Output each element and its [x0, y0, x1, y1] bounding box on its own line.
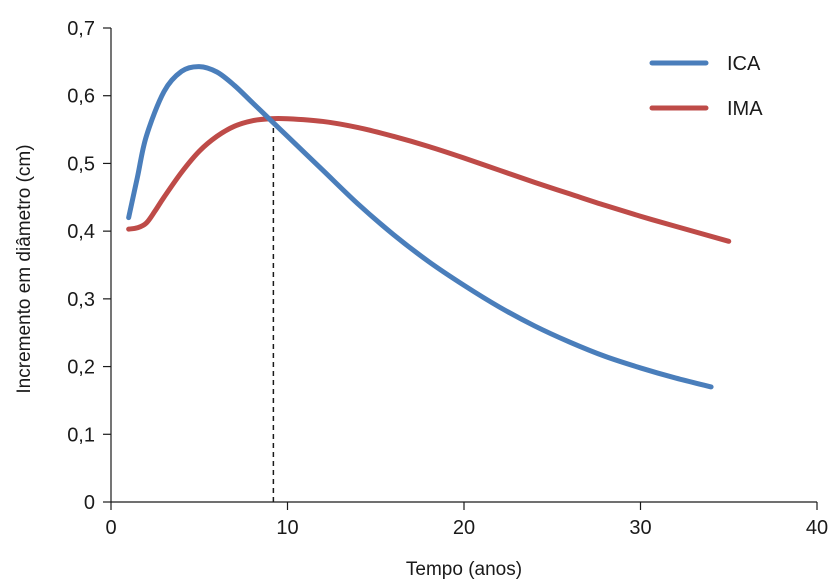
series-line-ica [126, 64, 714, 390]
x-tick-label: 30 [629, 517, 651, 539]
y-tick-label: 0,7 [67, 18, 95, 40]
y-tick-label: 0,6 [67, 86, 95, 108]
y-tick-label: 0 [84, 492, 95, 514]
x-tick-label: 40 [806, 517, 828, 539]
y-ticks: 0 0,1 0,2 0,3 0,4 0,5 0,6 0,7 [67, 18, 111, 514]
plot-area [126, 64, 732, 502]
x-axis-title: Tempo (anos) [406, 559, 522, 580]
y-tick-label: 0,4 [67, 221, 95, 243]
y-tick-label: 0,5 [67, 153, 95, 175]
y-tick-label: 0,3 [67, 289, 95, 311]
x-tick-label: 20 [453, 517, 475, 539]
legend-label-ica: ICA [727, 53, 761, 75]
x-ticks: 0 10 20 30 40 [105, 502, 828, 539]
legend-label-ima: IMA [727, 98, 763, 120]
y-tick-label: 0,1 [67, 424, 95, 446]
series-line-ima [126, 115, 732, 244]
axes [110, 28, 817, 503]
x-tick-label: 10 [276, 517, 298, 539]
y-tick-label: 0,2 [67, 357, 95, 379]
x-tick-label: 0 [105, 517, 116, 539]
y-axis-title: Incremento em diâmetro (cm) [14, 144, 35, 393]
legend: ICA IMA [649, 53, 763, 120]
